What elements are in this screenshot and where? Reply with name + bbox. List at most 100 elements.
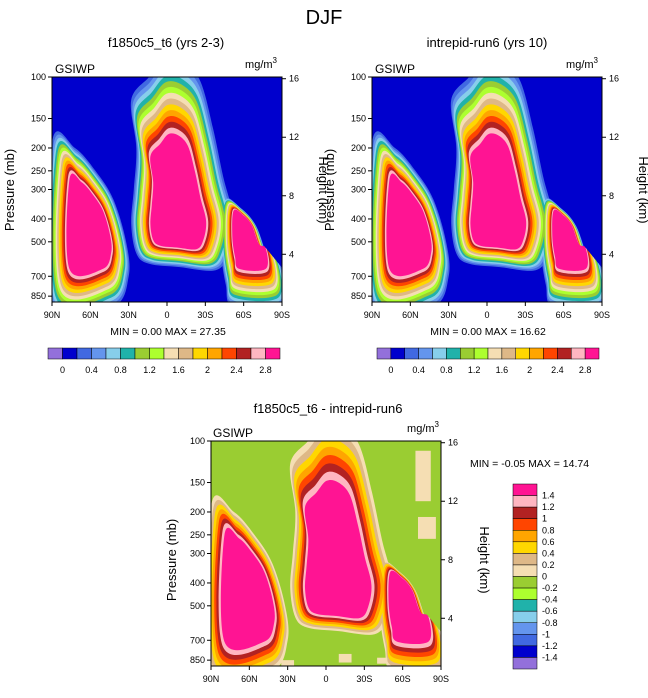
colorbar-swatch (432, 347, 447, 360)
y-axis-right-label: Height (km) (636, 156, 648, 223)
x-tick-label: 0 (323, 674, 328, 684)
y-tick-label: 500 (31, 237, 46, 247)
contour-band (388, 570, 432, 645)
colorbar-swatch (512, 576, 538, 589)
colorbar-tick-label: -1.2 (542, 641, 558, 651)
y-right-tick-label: 16 (448, 438, 458, 448)
y-axis-label: Pressure (mb) (2, 149, 17, 231)
y-tick-label: 400 (190, 578, 205, 588)
colorbar-swatch (512, 541, 538, 554)
y-tick-label: 250 (190, 530, 205, 540)
contour-band (150, 133, 207, 250)
left-label: GSIWP (55, 62, 95, 76)
panel-experiment: intrepid-run6 (yrs 10) GSIWP mg/m3 90N 60… (322, 35, 648, 375)
colorbar-tick-label: 2 (527, 365, 532, 375)
y-right-tick-label: 16 (289, 74, 299, 84)
colorbar-tick-label: 0.8 (440, 365, 453, 375)
x-tick-label: 60S (556, 310, 572, 320)
colorbar-swatch (221, 347, 237, 360)
contour-band (418, 516, 436, 539)
contour-plot: 90N 60N 30N 0 30S 60S 90S 100 150 200 250 300 400 500… (31, 72, 299, 320)
contour-plot: 90N 60N 30N 0 30S 60S 90S 100 150 200 250 300 400 500… (351, 72, 619, 320)
colorbar-swatch (460, 347, 475, 360)
colorbar-swatch (512, 599, 538, 612)
contour-band (304, 479, 372, 619)
colorbar-tick-label: 1.2 (468, 365, 481, 375)
y-axis-label: Pressure (mb) (164, 519, 179, 601)
figure-title: DJF (306, 7, 343, 29)
colorbar-tick-label: 1.2 (542, 502, 555, 512)
y-right-tick-label: 16 (609, 74, 619, 84)
colorbar-swatch (512, 506, 538, 519)
colorbar-swatch (207, 347, 223, 360)
y-tick-label: 300 (31, 185, 46, 195)
colorbar-swatch (515, 347, 530, 360)
x-tick-label: 30N (279, 674, 296, 684)
y-right-tick-label: 12 (448, 496, 458, 506)
colorbar-tick-label: 0 (542, 572, 547, 582)
y-axis-label: Pressure (mb) (322, 149, 337, 231)
colorbar-swatch (584, 347, 600, 360)
colorbar-swatch (473, 347, 489, 360)
y-tick-label: 100 (190, 436, 205, 446)
y-right-tick-label: 4 (448, 613, 453, 623)
panel-title: f1850c5_t6 (yrs 2-3) (108, 35, 224, 50)
colorbar-swatch (512, 657, 538, 670)
y-tick-label: 200 (190, 507, 205, 517)
colorbar-tick-label: 0.4 (412, 365, 425, 375)
panel-difference: f1850c5_t6 - intrepid-run6 GSIWP mg/m3 9… (164, 401, 589, 684)
colorbar-swatch (512, 610, 538, 623)
y-right-tick-label: 4 (609, 249, 614, 259)
contour-band (220, 527, 275, 651)
colorbar-tick-label: -0.6 (542, 606, 558, 616)
plot-field (52, 77, 282, 302)
colorbar: 0 0.4 0.8 1.2 1.6 2 2.4 2.8 (47, 347, 281, 375)
colorbar-tick-label: 0.4 (542, 548, 555, 558)
y-tick-label: 850 (31, 291, 46, 301)
colorbar-tick-label: 0.8 (542, 525, 555, 535)
y-tick-label: 200 (351, 143, 366, 153)
colorbar-tick-label: 1 (542, 514, 547, 524)
colorbar-tick-label: 1.4 (542, 491, 555, 501)
colorbar-tick-label: 1.6 (496, 365, 509, 375)
y-tick-label: 850 (351, 291, 366, 301)
y-tick-label: 250 (31, 166, 46, 176)
colorbar-swatch (543, 347, 558, 360)
colorbar-swatch (512, 564, 538, 577)
x-tick-label: 90N (364, 310, 381, 320)
x-tick-label: 30S (356, 674, 372, 684)
x-tick-label: 60N (82, 310, 99, 320)
y-tick-label: 700 (31, 271, 46, 281)
colorbar-tick-label: 0 (60, 365, 65, 375)
y-right-tick-label: 12 (609, 132, 619, 142)
contour-band (281, 660, 295, 666)
colorbar-tick-label: -1 (542, 629, 550, 639)
colorbar-tick-label: 2.8 (579, 365, 592, 375)
colorbar-swatch (390, 347, 405, 360)
contour-band (66, 173, 112, 277)
plot-field (211, 441, 441, 666)
colorbar-swatch (512, 622, 538, 635)
colorbar-tick-label: -1.4 (542, 652, 558, 662)
x-tick-label: 90S (274, 310, 290, 320)
colorbar-swatch (134, 347, 150, 360)
y-tick-label: 500 (190, 601, 205, 611)
colorbar-swatch (376, 347, 392, 360)
colorbar-swatch (512, 518, 538, 531)
contour-band (415, 450, 431, 502)
colorbar-swatch (446, 347, 461, 360)
colorbar-swatch (529, 347, 544, 360)
contour-band (552, 209, 588, 271)
colorbar-swatch (571, 347, 586, 360)
plot-field (372, 77, 602, 302)
y-tick-label: 200 (31, 143, 46, 153)
y-tick-label: 850 (190, 655, 205, 665)
colorbar-swatch (149, 347, 165, 360)
units-label: mg/m3 (245, 56, 278, 71)
colorbar-swatch (91, 347, 107, 360)
y-tick-label: 150 (190, 478, 205, 488)
y-tick-label: 700 (351, 271, 366, 281)
colorbar-swatch (512, 483, 538, 496)
y-axis-right-label: Height (km) (316, 156, 331, 223)
